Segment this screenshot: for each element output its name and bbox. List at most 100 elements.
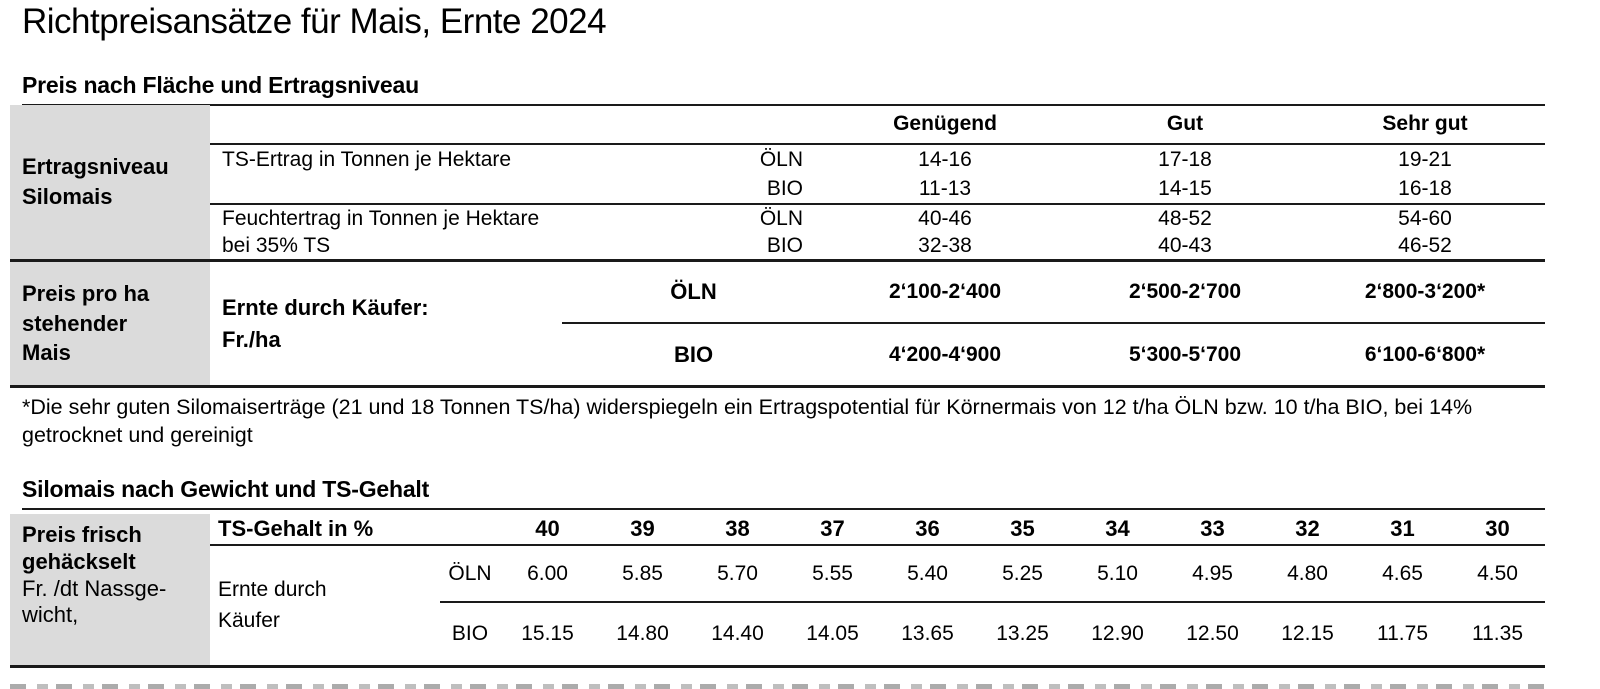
row-header-label: Ertragsniveau Silomais bbox=[22, 154, 169, 209]
value-cell: 13.25 bbox=[996, 622, 1049, 645]
ts-col-header: 33 bbox=[1200, 516, 1225, 541]
value-cell: 5.40 bbox=[907, 561, 948, 585]
bio-label: BIO bbox=[673, 341, 714, 367]
preis-desc-line1: Ernte durch Käufer: bbox=[222, 294, 429, 320]
row-header-preis-frisch: Preis frisch gehäckselt Fr. /dt Nassge- … bbox=[10, 514, 210, 665]
table-row: BIO 4‘200-4‘900 5‘300-5‘700 6‘100-6‘800* bbox=[562, 324, 1545, 385]
preis-desc: Ernte durch Käufer: Fr./ha bbox=[210, 262, 562, 385]
value-cell: 32-38 bbox=[918, 233, 972, 257]
ts-col-header: 37 bbox=[820, 516, 845, 541]
table-preis-nach-flaeche: Ertragsniveau Silomais Genügend Gut Sehr… bbox=[10, 105, 1545, 388]
value-cell: 15.15 bbox=[521, 622, 574, 645]
cutoff-next-row bbox=[10, 684, 1545, 689]
preis-values: ÖLN 2‘100-2‘400 2‘500-2‘700 2‘800-3‘200*… bbox=[562, 262, 1545, 385]
ts-gehalt-content: TS-Gehalt in % 40 39 38 37 36 35 34 33 3… bbox=[210, 514, 1545, 665]
col-header-gut: Gut bbox=[1166, 112, 1204, 135]
row-header-preis-pro-ha: Preis pro ha stehender Mais bbox=[10, 262, 210, 385]
ts-col-header: 40 bbox=[535, 516, 560, 541]
oln-label: ÖLN bbox=[759, 206, 803, 230]
value-cell: 5‘300-5‘700 bbox=[1128, 342, 1242, 366]
desc-line2: Käufer bbox=[218, 608, 280, 632]
document-title: Richtpreisansätze für Mais, Ernte 2024 bbox=[22, 2, 607, 41]
value-cell: 40-43 bbox=[1158, 233, 1212, 257]
desc-line1: Ernte durch bbox=[218, 578, 327, 602]
row-header-label-line: Fr. /dt Nassge- bbox=[22, 575, 167, 601]
ts-col-header: 39 bbox=[630, 516, 655, 541]
value-cell: 11.35 bbox=[1472, 622, 1523, 645]
quality-header-row: Genügend Gut Sehr gut bbox=[210, 105, 1545, 145]
value-cell: 14.80 bbox=[616, 622, 669, 645]
ts-col-header: 31 bbox=[1390, 516, 1415, 541]
bio-label: BIO bbox=[766, 233, 803, 257]
value-cell: 5.25 bbox=[1002, 561, 1043, 585]
ts-col-header: 32 bbox=[1295, 516, 1320, 541]
oln-label: ÖLN bbox=[670, 279, 717, 304]
table-row: Feuchtertrag in Tonnen je Hektare ÖLN 40… bbox=[210, 205, 1545, 232]
ts-col-header: 38 bbox=[725, 516, 750, 541]
table-row: BIO 15.15 14.80 14.40 14.05 13.65 13.25 … bbox=[440, 603, 1545, 665]
value-cell: 5.10 bbox=[1097, 561, 1138, 585]
table-row: TS-Ertrag in Tonnen je Hektare ÖLN 14-16… bbox=[210, 145, 1545, 174]
value-cell: 6‘100-6‘800* bbox=[1364, 342, 1486, 366]
row-header-label-bold: Preis frisch gehäckselt bbox=[22, 522, 142, 574]
band-preis-pro-ha: Preis pro ha stehender Mais Ernte durch … bbox=[10, 259, 1545, 385]
ts-col-header: 36 bbox=[915, 516, 940, 541]
value-cell: 4.80 bbox=[1287, 561, 1328, 585]
value-cell: 5.85 bbox=[622, 561, 663, 585]
section1-heading: Preis nach Fläche und Ertragsniveau bbox=[22, 72, 1545, 106]
value-cell: 54-60 bbox=[1398, 206, 1452, 230]
value-cell: 4.95 bbox=[1192, 561, 1233, 585]
value-cell: 46-52 bbox=[1398, 233, 1452, 257]
value-cell: 40-46 bbox=[918, 206, 972, 230]
value-cell: 11.75 bbox=[1377, 622, 1428, 645]
value-cell: 2‘500-2‘700 bbox=[1128, 280, 1242, 303]
value-cell: 14.40 bbox=[711, 622, 764, 645]
table-silomais-ts-gehalt: Preis frisch gehäckselt Fr. /dt Nassge- … bbox=[10, 514, 1545, 668]
ts-ertrag-block: TS-Ertrag in Tonnen je Hektare ÖLN 14-16… bbox=[210, 145, 1545, 205]
ts-gehalt-rows: ÖLN 6.00 5.85 5.70 5.55 5.40 5.25 5.10 4… bbox=[440, 546, 1545, 665]
value-cell: 2‘800-3‘200* bbox=[1364, 280, 1486, 303]
value-cell: 13.65 bbox=[901, 622, 954, 645]
bio-label: BIO bbox=[766, 176, 803, 200]
ts-gehalt-header-row: TS-Gehalt in % 40 39 38 37 36 35 34 33 3… bbox=[210, 514, 1545, 546]
row-desc: bei 35% TS bbox=[222, 233, 331, 257]
bio-label: BIO bbox=[451, 622, 489, 645]
ertragsniveau-content: Genügend Gut Sehr gut TS-Ertrag in Tonne… bbox=[210, 105, 1545, 259]
table-row: ÖLN 6.00 5.85 5.70 5.55 5.40 5.25 5.10 4… bbox=[440, 546, 1545, 603]
col-header-sehr-gut: Sehr gut bbox=[1382, 112, 1468, 135]
oln-label: ÖLN bbox=[759, 147, 803, 171]
value-cell: 17-18 bbox=[1158, 147, 1212, 171]
row-desc: TS-Ertrag in Tonnen je Hektare bbox=[222, 147, 512, 171]
value-cell: 12.50 bbox=[1186, 622, 1239, 645]
value-cell: 12.15 bbox=[1281, 622, 1334, 645]
ernte-durch-kaeufer-desc: Ernte durch Käufer bbox=[210, 546, 440, 665]
value-cell: 5.70 bbox=[717, 561, 758, 585]
row-header-label-line: wicht, bbox=[22, 602, 79, 628]
table-row: ÖLN 2‘100-2‘400 2‘500-2‘700 2‘800-3‘200* bbox=[562, 262, 1545, 324]
feuchtertrag-block: Feuchtertrag in Tonnen je Hektare ÖLN 40… bbox=[210, 205, 1545, 259]
col-header-genuegend: Genügend bbox=[893, 112, 997, 135]
table-row: bei 35% TS BIO 32-38 40-43 46-52 bbox=[210, 232, 1545, 259]
ts-col-header: 30 bbox=[1485, 516, 1510, 541]
table-row: BIO 11-13 14-15 16-18 bbox=[210, 174, 1545, 203]
row-header-ertragsniveau: Ertragsniveau Silomais bbox=[10, 105, 210, 259]
value-cell: 4.50 bbox=[1477, 561, 1518, 585]
value-cell: 14-16 bbox=[918, 147, 972, 171]
value-cell: 14-15 bbox=[1158, 176, 1212, 200]
value-cell: 19-21 bbox=[1398, 147, 1452, 171]
value-cell: 6.00 bbox=[527, 561, 568, 585]
section2-heading: Silomais nach Gewicht und TS-Gehalt bbox=[22, 476, 1545, 510]
value-cell: 5.55 bbox=[812, 561, 853, 585]
value-cell: 12.90 bbox=[1091, 622, 1144, 645]
ts-col-header: 34 bbox=[1105, 516, 1130, 541]
value-cell: 16-18 bbox=[1398, 176, 1452, 200]
value-cell: 14.05 bbox=[806, 622, 859, 645]
value-cell: 11-13 bbox=[918, 176, 972, 200]
preis-desc-line2: Fr./ha bbox=[222, 326, 281, 352]
value-cell: 2‘100-2‘400 bbox=[888, 280, 1002, 303]
ts-gehalt-header-label: TS-Gehalt in % bbox=[218, 516, 374, 541]
row-desc: Feuchtertrag in Tonnen je Hektare bbox=[222, 206, 540, 230]
ts-col-header: 35 bbox=[1010, 516, 1035, 541]
value-cell: 4‘200-4‘900 bbox=[888, 342, 1002, 366]
